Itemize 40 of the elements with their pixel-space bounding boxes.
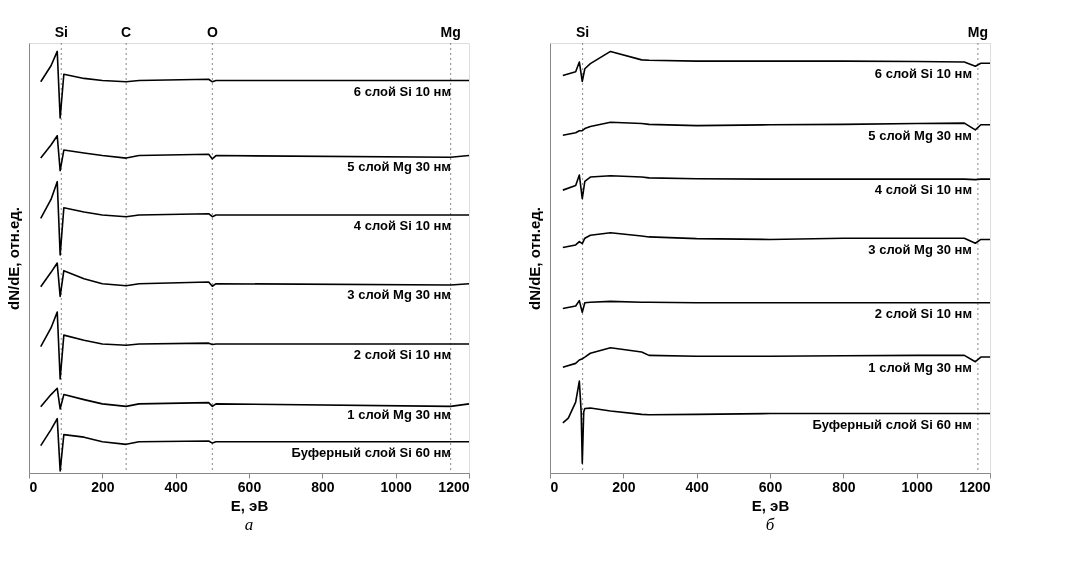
series-label: 5 слой Mg 30 нм: [868, 127, 972, 143]
x-tick-label: 1200: [959, 478, 991, 495]
ref-line-label: C: [121, 24, 132, 40]
ref-line-label: Si: [576, 24, 590, 40]
x-tick-label: 600: [237, 478, 262, 495]
x-tick-label: 0: [550, 478, 559, 495]
series-label: 1 слой Mg 30 нм: [347, 406, 451, 422]
x-tick-label: 0: [29, 478, 38, 495]
x-tick-label: 600: [758, 478, 783, 495]
series-label: Буферный слой Si 60 нм: [812, 416, 972, 432]
series-label: 6 слой Si 10 нм: [874, 66, 972, 82]
x-tick-label: 800: [311, 478, 335, 495]
x-axis-title: E, эВ: [751, 496, 790, 514]
series-label: 5 слой Mg 30 нм: [347, 158, 451, 174]
ref-line-label: Si: [54, 24, 68, 40]
series-label: Буферный слой Si 60 нм: [291, 444, 451, 460]
x-tick-label: 800: [832, 478, 856, 495]
series-label: 4 слой Si 10 нм: [353, 218, 451, 233]
series-label: 3 слой Mg 30 нм: [868, 242, 972, 258]
text: б: [765, 515, 775, 534]
y-axis-title: dN/dE, отн.ед.: [4, 206, 22, 311]
text: а: [244, 515, 254, 534]
series-label: 4 слой Si 10 нм: [874, 182, 972, 198]
ref-line-label: O: [206, 24, 218, 40]
x-tick-label: 400: [685, 478, 710, 495]
y-axis-title: dN/dE, отн.ед.: [525, 206, 543, 311]
x-axis-title: E, эВ: [230, 496, 269, 514]
x-tick-label: 1000: [901, 478, 933, 495]
ref-line-label: Mg: [967, 24, 989, 40]
x-tick-label: 1000: [380, 478, 412, 495]
x-tick-label: 200: [612, 478, 636, 495]
series-label: 2 слой Si 10 нм: [353, 347, 451, 362]
x-tick-label: 200: [91, 478, 115, 495]
ref-line-label: Mg: [440, 24, 461, 40]
series-label: 6 слой Si 10 нм: [353, 83, 451, 99]
series-label: 3 слой Mg 30 нм: [347, 286, 451, 302]
series-label: 1 слой Mg 30 нм: [868, 360, 972, 376]
series-label: 2 слой Si 10 нм: [874, 305, 972, 321]
x-tick-label: 1200: [438, 478, 470, 495]
x-tick-label: 400: [164, 478, 189, 495]
